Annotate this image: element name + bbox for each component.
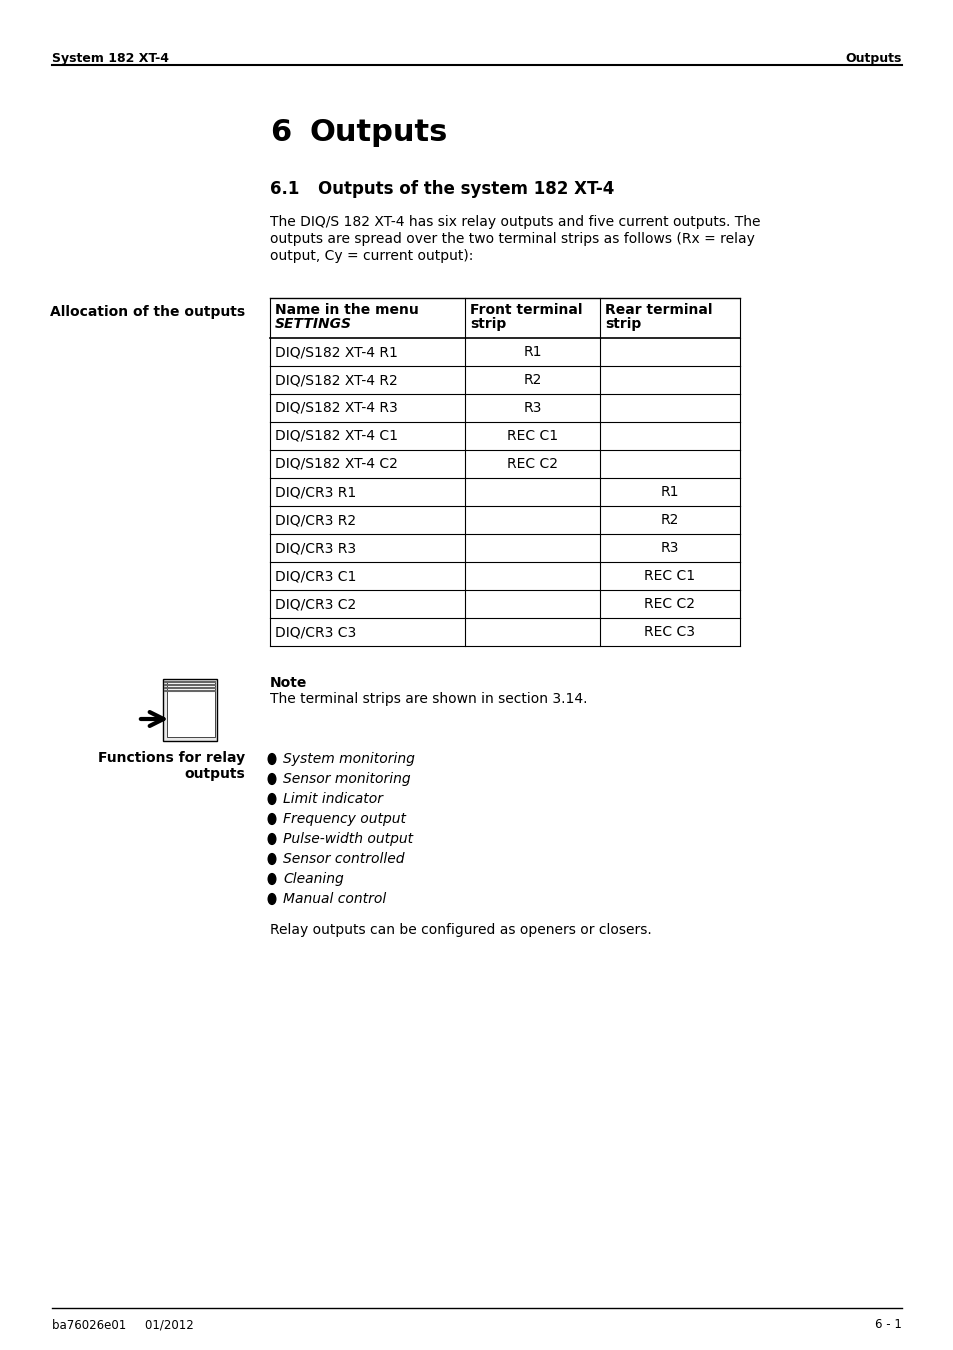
Text: DIQ/CR3 R3: DIQ/CR3 R3 — [274, 541, 355, 555]
Text: Sensor controlled: Sensor controlled — [283, 852, 404, 865]
Text: R2: R2 — [660, 513, 679, 526]
Text: DIQ/CR3 R2: DIQ/CR3 R2 — [274, 513, 355, 526]
Circle shape — [268, 794, 275, 805]
Text: R3: R3 — [523, 401, 541, 414]
Text: Outputs: Outputs — [844, 53, 901, 65]
FancyBboxPatch shape — [163, 679, 216, 741]
Text: R1: R1 — [660, 485, 679, 500]
Text: SETTINGS: SETTINGS — [274, 317, 352, 331]
Text: Name in the menu: Name in the menu — [274, 302, 418, 317]
Text: DIQ/CR3 R1: DIQ/CR3 R1 — [274, 485, 355, 500]
Text: Functions for relay: Functions for relay — [98, 751, 245, 765]
Circle shape — [268, 753, 275, 764]
Text: REC C2: REC C2 — [644, 597, 695, 612]
Text: REC C1: REC C1 — [644, 568, 695, 583]
Text: REC C2: REC C2 — [506, 458, 558, 471]
Circle shape — [268, 833, 275, 844]
Text: Outputs of the system 182 XT-4: Outputs of the system 182 XT-4 — [317, 180, 614, 198]
Text: Frequency output: Frequency output — [283, 811, 406, 826]
Text: DIQ/CR3 C3: DIQ/CR3 C3 — [274, 625, 355, 639]
Text: The terminal strips are shown in section 3.14.: The terminal strips are shown in section… — [270, 693, 587, 706]
Text: Limit indicator: Limit indicator — [283, 792, 382, 806]
Circle shape — [268, 853, 275, 864]
Text: output, Cy = current output):: output, Cy = current output): — [270, 248, 473, 263]
Text: ba76026e01     01/2012: ba76026e01 01/2012 — [52, 1318, 193, 1331]
Text: Outputs: Outputs — [310, 117, 448, 147]
Text: Pulse-width output: Pulse-width output — [283, 832, 413, 846]
Text: R1: R1 — [522, 346, 541, 359]
Text: R2: R2 — [523, 373, 541, 387]
Circle shape — [268, 814, 275, 825]
Text: outputs are spread over the two terminal strips as follows (Rx = relay: outputs are spread over the two terminal… — [270, 232, 754, 246]
Text: REC C3: REC C3 — [644, 625, 695, 639]
Text: Front terminal: Front terminal — [470, 302, 582, 317]
Circle shape — [268, 894, 275, 904]
Text: Sensor monitoring: Sensor monitoring — [283, 772, 410, 786]
Text: Rear terminal: Rear terminal — [604, 302, 712, 317]
Text: Cleaning: Cleaning — [283, 872, 343, 886]
Text: strip: strip — [604, 317, 640, 331]
Text: Allocation of the outputs: Allocation of the outputs — [50, 305, 245, 319]
Text: DIQ/S182 XT-4 R3: DIQ/S182 XT-4 R3 — [274, 401, 397, 414]
Text: strip: strip — [470, 317, 506, 331]
Text: 6: 6 — [270, 117, 291, 147]
Text: REC C1: REC C1 — [506, 429, 558, 443]
Text: 6 - 1: 6 - 1 — [874, 1318, 901, 1331]
Text: System 182 XT-4: System 182 XT-4 — [52, 53, 169, 65]
FancyBboxPatch shape — [167, 680, 214, 737]
Text: DIQ/CR3 C2: DIQ/CR3 C2 — [274, 597, 355, 612]
Text: Relay outputs can be configured as openers or closers.: Relay outputs can be configured as opene… — [270, 923, 651, 937]
Text: 6.1: 6.1 — [270, 180, 299, 198]
Circle shape — [268, 873, 275, 884]
Text: DIQ/S182 XT-4 R2: DIQ/S182 XT-4 R2 — [274, 373, 397, 387]
Text: DIQ/S182 XT-4 R1: DIQ/S182 XT-4 R1 — [274, 346, 397, 359]
Text: DIQ/CR3 C1: DIQ/CR3 C1 — [274, 568, 356, 583]
Text: Manual control: Manual control — [283, 892, 386, 906]
Circle shape — [268, 774, 275, 784]
Text: System monitoring: System monitoring — [283, 752, 415, 765]
Text: DIQ/S182 XT-4 C2: DIQ/S182 XT-4 C2 — [274, 458, 397, 471]
Text: The DIQ/S 182 XT-4 has six relay outputs and five current outputs. The: The DIQ/S 182 XT-4 has six relay outputs… — [270, 215, 760, 230]
Text: Note: Note — [270, 676, 307, 690]
Text: DIQ/S182 XT-4 C1: DIQ/S182 XT-4 C1 — [274, 429, 397, 443]
Text: outputs: outputs — [184, 767, 245, 782]
Text: R3: R3 — [660, 541, 679, 555]
